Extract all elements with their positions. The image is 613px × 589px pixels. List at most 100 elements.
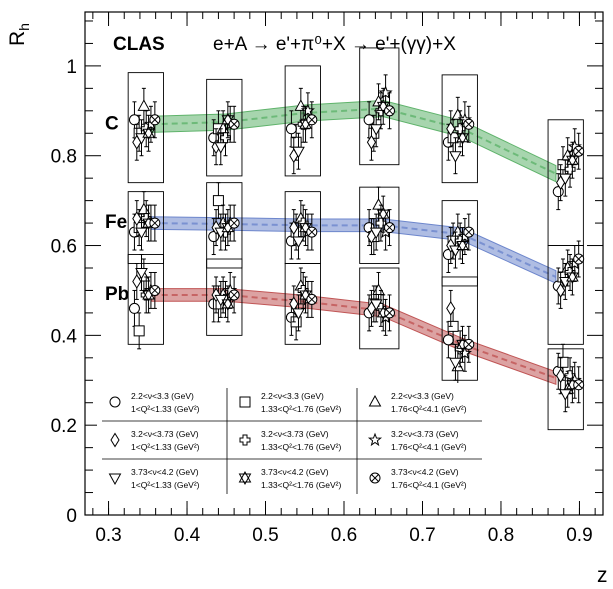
data-point-c <box>228 118 240 130</box>
y-tick-label: 1 <box>66 57 77 78</box>
marker-square <box>447 320 459 332</box>
data-point-pb <box>135 267 148 280</box>
marker-triangle-down <box>292 236 305 249</box>
data-point-c <box>384 105 396 117</box>
sys-box-c <box>127 72 164 184</box>
data-point-pb <box>449 357 462 370</box>
marker-diamond <box>556 282 566 298</box>
data-point-pb <box>306 293 318 305</box>
legend-nu-label: 3.2<ν<3.73 (GeV) <box>261 429 329 439</box>
sys-box-pb <box>127 254 164 345</box>
legend-marker <box>367 432 383 447</box>
data-point-pb <box>132 274 142 289</box>
legend-entry: 2.2<ν<3.3 (GeV) 1<Q²<1.33 (GeV²) <box>109 391 200 414</box>
data-point-c <box>149 114 161 126</box>
data-point-pb <box>369 299 383 311</box>
data-point-fe <box>289 220 299 236</box>
marker-triangle-b <box>221 299 235 311</box>
marker-square <box>447 132 459 144</box>
marker-x-b <box>574 255 583 263</box>
data-point-c <box>558 173 572 186</box>
legend-nu-label: 3.2<ν<3.73 (GeV) <box>131 429 199 439</box>
x-tick-label: 0.5 <box>252 525 278 546</box>
data-point-fe <box>384 222 396 234</box>
marker-triangle-down <box>214 294 228 307</box>
sys-box-pb <box>284 263 321 345</box>
marker-diamond <box>110 432 120 448</box>
y-tick-label: 0.4 <box>51 326 78 347</box>
marker-diamond <box>556 368 566 384</box>
data-point-pb <box>221 296 235 311</box>
marker-circle <box>109 396 121 408</box>
legend-nu-label: 3.2<ν<3.73 (GeV) <box>391 429 459 439</box>
data-point-c <box>128 114 140 126</box>
y-tick-label-zero: 0 <box>66 506 77 527</box>
legend-entry: 2.2<ν<3.3 (GeV) 1.33<Q²<1.76 (GeV²) <box>239 391 341 414</box>
data-point-c <box>214 142 228 154</box>
nucleus-label-pb: Pb <box>105 284 129 305</box>
marker-triangle-b <box>142 128 155 141</box>
marker-triangle-b <box>142 290 155 302</box>
legend-q2-label: 1.33<Q²<1.76 (GeV²) <box>261 480 341 490</box>
x-tick-label: 0.4 <box>174 525 201 546</box>
sys-box-c <box>284 65 321 177</box>
marker-circle <box>128 114 140 126</box>
data-point-fe <box>228 217 240 229</box>
marker-x-b <box>385 309 394 317</box>
data-point-pb <box>128 302 140 314</box>
legend-q2-label: 1<Q²<1.33 (GeV²) <box>131 480 200 490</box>
marker-circle <box>285 123 297 135</box>
marker-diamond <box>132 274 142 289</box>
data-point-pb <box>573 379 585 391</box>
data-point-fe <box>463 226 475 238</box>
data-point-c <box>306 114 318 126</box>
data-point-c <box>285 123 297 135</box>
legend-entry: 3.73<ν<4.2 (GeV) 1<Q²<1.33 (GeV²) <box>108 467 200 490</box>
marker-triangle-b <box>456 133 469 145</box>
data-point-c <box>366 134 377 150</box>
marker-triangle-down <box>369 227 383 240</box>
marker-square <box>557 356 569 368</box>
marker-x-b <box>150 219 159 227</box>
legend-q2-label: 1.33<Q²<1.76 (GeV²) <box>261 404 341 414</box>
legend-entry: 3.2<ν<3.73 (GeV) 1.76<Q²<4.1 (GeV²) <box>367 429 467 452</box>
data-point-c <box>449 151 462 163</box>
y-axis-label-main: R <box>6 31 29 46</box>
marker-circle <box>442 334 454 346</box>
data-point-c <box>137 99 151 111</box>
marker-square <box>212 195 224 207</box>
marker-triangle-down <box>135 227 148 240</box>
legend-marker <box>110 432 120 448</box>
data-point-c <box>573 145 585 157</box>
data-point-c <box>456 130 469 145</box>
marker-x-b <box>464 120 473 129</box>
marker-triangle-down <box>292 146 305 159</box>
data-point-fe <box>566 269 579 285</box>
marker-triangle-down <box>369 299 383 311</box>
marker-x-b <box>230 219 238 227</box>
legend-nu-label: 2.2<ν<3.3 (GeV) <box>261 391 324 401</box>
marker-triangle-down <box>449 151 462 163</box>
marker-triangle-up <box>372 198 385 210</box>
marker-diamond <box>446 300 456 316</box>
legend-entry: 3.2<ν<3.73 (GeV) 1.33<Q²<1.76 (GeV²) <box>239 429 341 452</box>
data-point-fe <box>132 211 142 227</box>
marker-square <box>290 316 302 328</box>
legend-q2-label: 1<Q²<1.33 (GeV²) <box>131 404 200 414</box>
legend-nu-label: 3.73<ν<4.2 (GeV) <box>131 467 199 477</box>
legend-entry: 3.73<ν<4.2 (GeV) 1.76<Q²<4.1 (GeV²) <box>369 467 467 490</box>
sys-box-c <box>359 47 400 166</box>
sys-box-fe <box>206 182 243 269</box>
legend-nu-label: 3.73<ν<4.2 (GeV) <box>391 467 459 477</box>
data-point-fe <box>573 253 585 265</box>
sys-box-fe <box>547 245 584 345</box>
marker-triangle-b <box>566 272 579 285</box>
data-point-fe <box>149 217 161 229</box>
marker-x-b <box>371 474 379 482</box>
legend-q2-label: 1.76<Q²<4.1 (GeV²) <box>391 442 467 452</box>
marker-x-b <box>574 147 583 156</box>
marker-cross <box>239 434 251 446</box>
marker-triangle-down <box>449 357 462 370</box>
legend-q2-label: 1.33<Q²<1.76 (GeV²) <box>261 442 341 452</box>
y-tick-label: 0.8 <box>51 147 77 168</box>
